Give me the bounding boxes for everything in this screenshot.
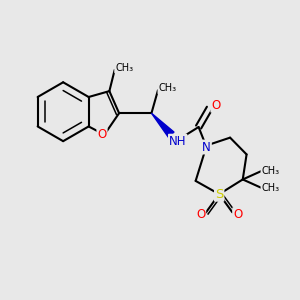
Text: O: O (211, 99, 220, 112)
Text: S: S (215, 188, 224, 201)
Text: O: O (233, 208, 242, 221)
Text: NH: NH (169, 135, 186, 148)
Text: CH₃: CH₃ (261, 183, 280, 193)
Text: O: O (98, 128, 106, 141)
Text: N: N (202, 141, 211, 154)
Polygon shape (152, 113, 174, 137)
Text: CH₃: CH₃ (261, 166, 280, 176)
Text: CH₃: CH₃ (158, 83, 176, 94)
Text: O: O (196, 208, 205, 221)
Text: CH₃: CH₃ (115, 63, 133, 73)
